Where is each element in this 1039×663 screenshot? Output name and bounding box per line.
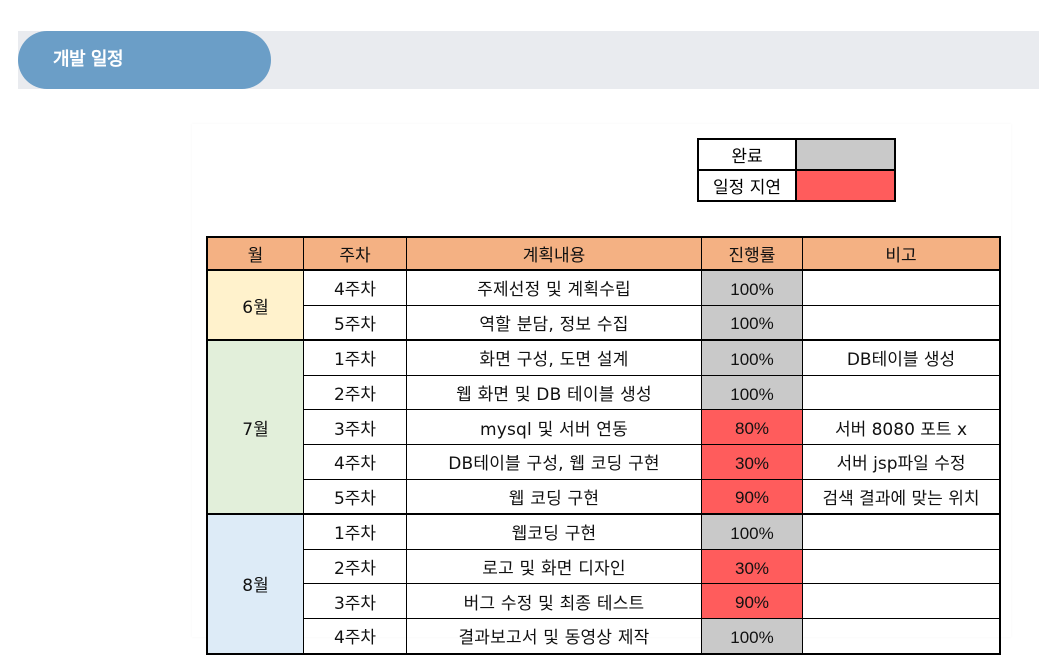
legend-row: 완료 [697,138,896,171]
note-cell [802,583,1001,619]
note-cell: 검색 결과에 맞는 위치 [802,478,1001,516]
header-plan: 계획내용 [406,236,702,271]
plan-cell: DB테이블 구성, 웹 코딩 구현 [406,443,702,480]
table-row: 7월 1주차 화면 구성, 도면 설계 100% DB테이블 생성 [206,339,1001,516]
progress-cell: 100% [701,374,803,411]
schedule-table: 월 주차 계획내용 진행률 비고 6월 4주차 주제선정 및 계획수립 100% 5주차… [206,236,1001,655]
month-cell: 6월 [206,269,304,342]
week-cell: 3주차 [303,409,407,445]
plan-cell: mysql 및 서버 연동 [406,409,702,445]
week-cell: 4주차 [303,443,407,480]
status-legend: 완료 일정 지연 [697,138,896,202]
progress-cell: 100% [701,269,803,306]
table-row: 5주차 웹 코딩 구현 90% 검색 결과에 맞는 위치 [207,478,1001,516]
header-month: 월 [206,236,304,271]
section-header-pill [18,31,271,89]
plan-cell: 화면 구성, 도면 설계 [406,339,702,376]
table-row: 2주차 웹 화면 및 DB 테이블 생성 100% [207,374,1001,411]
table-row: 8월 1주차 웹코딩 구현 100% [206,513,1001,655]
table-row: 3주차 mysql 및 서버 연동 80% 서버 8080 포트 x [207,409,1001,445]
plan-cell: 버그 수정 및 최종 테스트 [406,583,702,619]
header-progress: 진행률 [701,236,803,271]
note-cell [802,548,1001,585]
plan-cell: 웹 화면 및 DB 테이블 생성 [406,374,702,411]
week-cell: 4주차 [303,269,407,306]
plan-cell: 웹코딩 구현 [406,513,702,550]
table-row: 5주차 역할 분담, 정보 수집 100% [207,304,1001,342]
progress-cell: 80% [701,409,803,445]
plan-cell: 로고 및 화면 디자인 [406,548,702,585]
progress-cell: 90% [701,478,803,516]
progress-cell: 30% [701,443,803,480]
table-row: 2주차 로고 및 화면 디자인 30% [207,548,1001,585]
progress-cell: 100% [701,304,803,342]
note-cell: DB테이블 생성 [802,339,1001,376]
table-header-row: 월 주차 계획내용 진행률 비고 [206,236,1001,271]
section-title: 개발 일정 [53,49,124,70]
plan-cell: 웹 코딩 구현 [406,478,702,516]
week-cell: 5주차 [303,478,407,516]
header-week: 주차 [303,236,407,271]
week-cell: 3주차 [303,583,407,619]
month-cell: 8월 [206,513,304,655]
plan-cell: 역할 분담, 정보 수집 [406,304,702,342]
progress-cell: 30% [701,548,803,585]
progress-cell: 100% [701,339,803,376]
table-row: 4주차 DB테이블 구성, 웹 코딩 구현 30% 서버 jsp파일 수정 [207,443,1001,480]
week-cell: 1주차 [303,339,407,376]
note-cell [802,269,1001,306]
plan-cell: 결과보고서 및 동영상 제작 [406,617,702,655]
note-cell [802,513,1001,550]
note-cell [802,374,1001,411]
table-row: 3주차 버그 수정 및 최종 테스트 90% [207,583,1001,619]
legend-label: 완료 [697,138,797,171]
note-cell: 서버 8080 포트 x [802,409,1001,445]
progress-cell: 90% [701,583,803,619]
progress-cell: 100% [701,513,803,550]
note-cell [802,304,1001,342]
week-cell: 1주차 [303,513,407,550]
progress-cell: 100% [701,617,803,655]
plan-cell: 주제선정 및 계획수립 [406,269,702,306]
legend-swatch [795,138,896,171]
week-cell: 4주차 [303,617,407,655]
legend-swatch [795,169,896,202]
note-cell: 서버 jsp파일 수정 [802,443,1001,480]
week-cell: 5주차 [303,304,407,342]
table-row: 4주차 결과보고서 및 동영상 제작 100% [207,617,1001,655]
legend-label: 일정 지연 [697,169,797,202]
week-cell: 2주차 [303,374,407,411]
note-cell [802,617,1001,655]
header-note: 비고 [802,236,1001,271]
table-row: 6월 4주차 주제선정 및 계획수립 100% [206,269,1001,342]
legend-row: 일정 지연 [697,169,896,202]
month-cell: 7월 [206,339,304,516]
week-cell: 2주차 [303,548,407,585]
